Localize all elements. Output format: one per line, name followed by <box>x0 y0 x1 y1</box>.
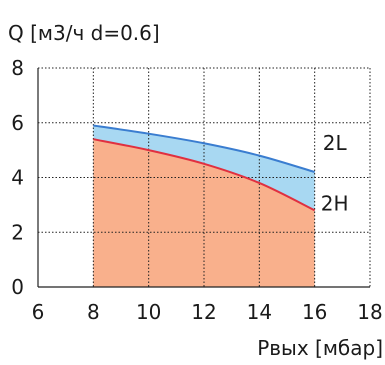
grid <box>38 67 371 287</box>
y-tick-label-3: 6 <box>11 111 24 135</box>
x-tick-label-6: 18 <box>357 300 382 324</box>
series-label-0: 2L <box>323 131 348 155</box>
series-label-1: 2H <box>321 191 349 215</box>
x-tick-label-3: 12 <box>191 300 216 324</box>
series-line-1 <box>93 138 316 212</box>
x-tick-label-0: 6 <box>32 300 45 324</box>
x-tick-label-5: 16 <box>302 300 327 324</box>
x-tick-label-1: 8 <box>87 300 100 324</box>
x-tick-label-4: 14 <box>247 300 272 324</box>
axes <box>37 68 370 288</box>
series-line-0 <box>93 124 315 173</box>
y-tick-label-1: 2 <box>11 220 24 244</box>
y-tick-label-4: 8 <box>11 56 24 80</box>
y-axis-label: Q [м3/ч d=0.6] <box>8 21 160 45</box>
tick-labels: 6 8 10 12 14 16 18 0 2 4 6 8 <box>11 56 382 324</box>
series-labels: 2L 2H <box>321 131 349 215</box>
x-axis-label: Pвых [мбар] <box>257 336 383 360</box>
y-tick-label-0: 0 <box>11 275 24 299</box>
x-tick-label-2: 10 <box>136 300 161 324</box>
series-lines <box>93 124 316 212</box>
y-tick-label-2: 4 <box>11 166 24 190</box>
